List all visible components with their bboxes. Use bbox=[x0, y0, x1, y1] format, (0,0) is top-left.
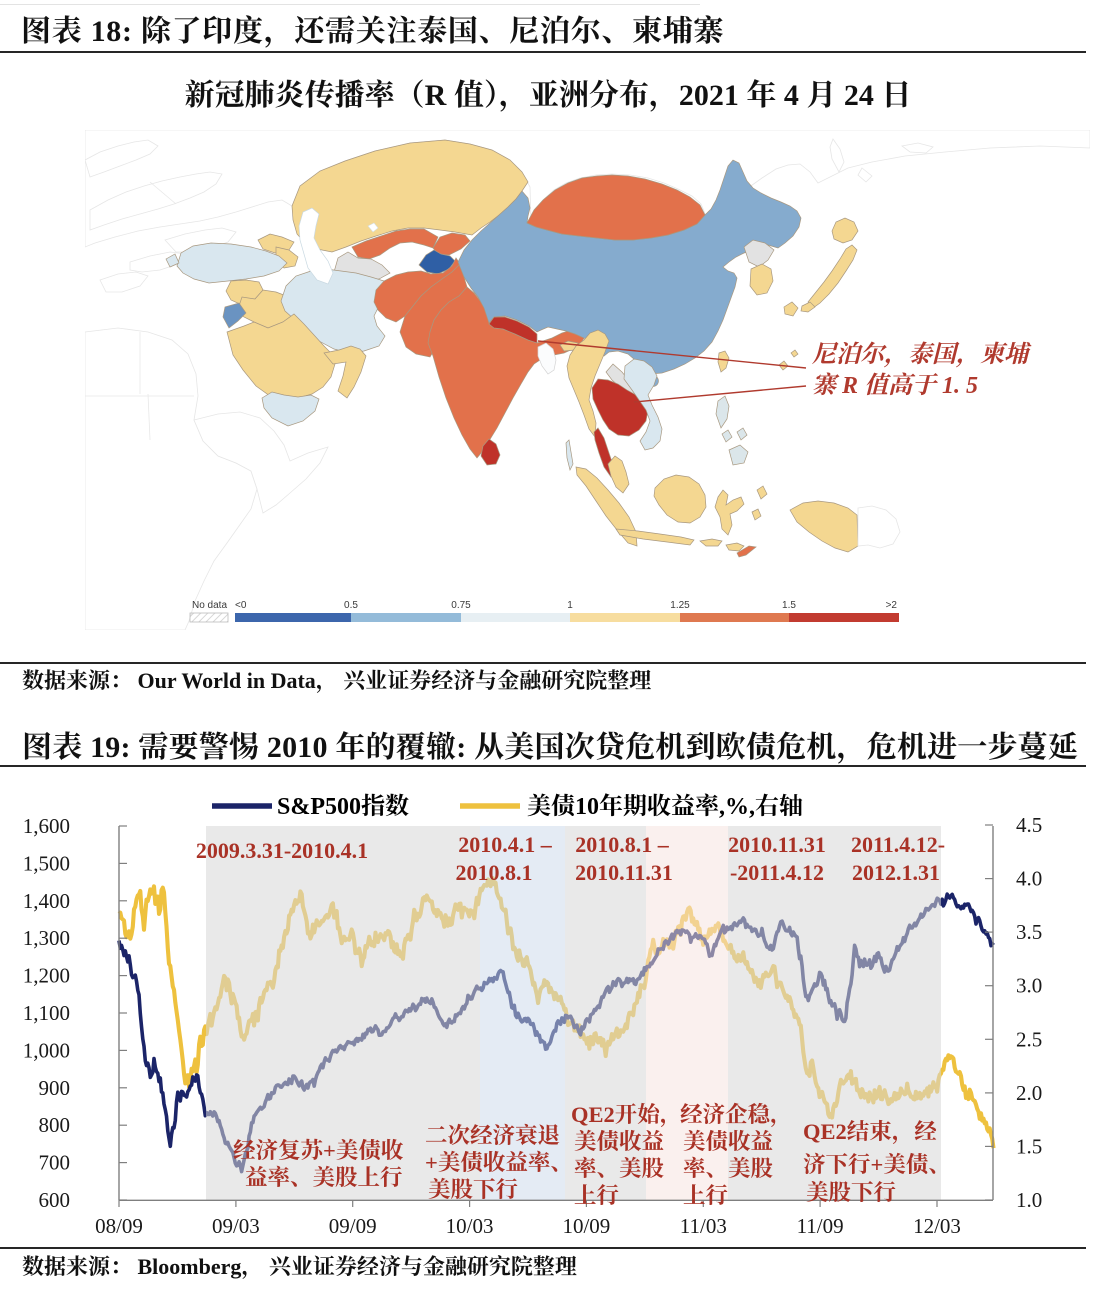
svg-text:2010.4.1 –: 2010.4.1 – bbox=[458, 832, 553, 857]
svg-text:1.0: 1.0 bbox=[1016, 1188, 1042, 1212]
svg-text:800: 800 bbox=[39, 1113, 71, 1137]
svg-text:上行: 上行 bbox=[574, 1183, 619, 1208]
svg-text:美债10年期收益率,%,右轴: 美债10年期收益率,%,右轴 bbox=[527, 793, 803, 820]
svg-text:S&P500指数: S&P500指数 bbox=[277, 793, 409, 820]
svg-text:济下行+美债、: 济下行+美债、 bbox=[803, 1152, 951, 1177]
svg-text:1: 1 bbox=[567, 600, 573, 611]
svg-text:+美债收益率、: +美债收益率、 bbox=[425, 1150, 573, 1175]
svg-text:2009.3.31-2010.4.1: 2009.3.31-2010.4.1 bbox=[196, 838, 368, 863]
svg-text:2.5: 2.5 bbox=[1016, 1027, 1042, 1051]
svg-text:2010.8.1: 2010.8.1 bbox=[456, 860, 533, 885]
svg-text:900: 900 bbox=[39, 1076, 71, 1100]
svg-text:11/03: 11/03 bbox=[680, 1214, 727, 1238]
svg-text:2011.4.12-: 2011.4.12- bbox=[851, 832, 945, 857]
svg-text:700: 700 bbox=[39, 1151, 71, 1175]
svg-text:<0: <0 bbox=[235, 600, 247, 611]
svg-text:率、美股: 率、美股 bbox=[574, 1156, 665, 1181]
svg-text:09/03: 09/03 bbox=[212, 1214, 260, 1238]
svg-text:QE2结束，经: QE2结束，经 bbox=[803, 1119, 938, 1144]
svg-text:经济企稳，: 经济企稳， bbox=[680, 1102, 793, 1127]
svg-text:1,000: 1,000 bbox=[23, 1038, 70, 1062]
svg-text:2012.1.31: 2012.1.31 bbox=[852, 860, 940, 885]
svg-text:1.5: 1.5 bbox=[782, 600, 796, 611]
svg-text:No data: No data bbox=[192, 600, 227, 611]
svg-text:0.5: 0.5 bbox=[344, 600, 358, 611]
svg-text:上行: 上行 bbox=[683, 1183, 728, 1208]
svg-text:率、美股: 率、美股 bbox=[683, 1156, 774, 1181]
svg-text:美股下行: 美股下行 bbox=[428, 1177, 518, 1202]
svg-text:4.0: 4.0 bbox=[1016, 867, 1042, 891]
svg-text:600: 600 bbox=[39, 1188, 71, 1212]
svg-text:10/09: 10/09 bbox=[562, 1214, 610, 1238]
svg-text:1.25: 1.25 bbox=[670, 600, 690, 611]
svg-text:1,300: 1,300 bbox=[23, 926, 70, 950]
svg-text:11/09: 11/09 bbox=[797, 1214, 844, 1238]
svg-text:09/09: 09/09 bbox=[329, 1214, 377, 1238]
svg-text:1,500: 1,500 bbox=[23, 851, 70, 875]
svg-text:4.5: 4.5 bbox=[1016, 813, 1042, 837]
svg-text:2010.8.1 –: 2010.8.1 – bbox=[575, 832, 670, 857]
svg-text:经济复苏+美债收: 经济复苏+美债收 bbox=[233, 1138, 404, 1163]
svg-text:QE2开始，: QE2开始， bbox=[571, 1102, 682, 1127]
svg-text:2.0: 2.0 bbox=[1016, 1081, 1042, 1105]
svg-text:3.0: 3.0 bbox=[1016, 974, 1042, 998]
svg-text:美股下行: 美股下行 bbox=[806, 1180, 896, 1205]
svg-text:12/03: 12/03 bbox=[913, 1214, 961, 1238]
svg-text:1,200: 1,200 bbox=[23, 964, 70, 988]
svg-text:益率、美股上行: 益率、美股上行 bbox=[245, 1165, 403, 1190]
svg-text:>2: >2 bbox=[886, 600, 898, 611]
svg-text:1,100: 1,100 bbox=[23, 1001, 70, 1025]
svg-text:2010.11.31: 2010.11.31 bbox=[728, 832, 826, 857]
svg-text:二次经济衰退: 二次经济衰退 bbox=[425, 1123, 560, 1148]
svg-text:3.5: 3.5 bbox=[1016, 920, 1042, 944]
svg-text:美债收益: 美债收益 bbox=[574, 1129, 665, 1154]
svg-text:美债收益: 美债收益 bbox=[683, 1129, 774, 1154]
svg-text:1,400: 1,400 bbox=[23, 889, 70, 913]
svg-text:0.75: 0.75 bbox=[451, 600, 471, 611]
svg-text:10/03: 10/03 bbox=[446, 1214, 494, 1238]
svg-text:2010.11.31: 2010.11.31 bbox=[575, 860, 673, 885]
svg-text:1.5: 1.5 bbox=[1016, 1134, 1042, 1158]
svg-text:08/09: 08/09 bbox=[95, 1214, 143, 1238]
svg-text:-2011.4.12: -2011.4.12 bbox=[730, 860, 824, 885]
svg-text:1,600: 1,600 bbox=[23, 814, 70, 838]
